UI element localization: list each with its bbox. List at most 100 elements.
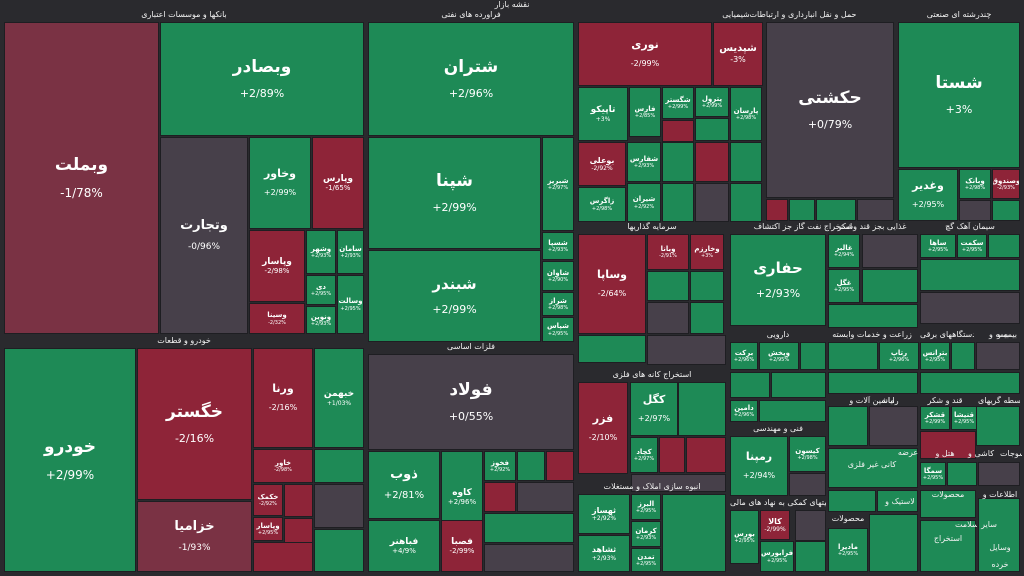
stock-tile[interactable]: شستا +3%: [898, 22, 1020, 168]
heatmap-cell[interactable]: [484, 513, 574, 543]
stock-tile[interactable]: کیسون +2/98%: [789, 436, 826, 472]
stock-tile[interactable]: ورنا -2/16%: [253, 348, 313, 448]
heatmap-cell[interactable]: [284, 518, 313, 546]
heatmap-cell[interactable]: [690, 302, 724, 334]
heatmap-cell[interactable]: [920, 372, 1020, 394]
stock-tile[interactable]: سامان +2/93%: [337, 230, 364, 274]
heatmap-cell[interactable]: [484, 482, 516, 512]
stock-tile[interactable]: حفاری +2/93%: [730, 234, 826, 326]
stock-tile[interactable]: وخاور +2/99%: [249, 137, 311, 229]
stock-tile[interactable]: پارسان +2/98%: [730, 87, 762, 141]
heatmap-cell[interactable]: [647, 271, 689, 301]
heatmap-cell[interactable]: [857, 199, 894, 221]
heatmap-cell[interactable]: [314, 449, 364, 483]
heatmap-cell[interactable]: [759, 400, 826, 422]
stock-tile[interactable]: کرمان +2/93%: [631, 521, 661, 547]
heatmap-cell[interactable]: [695, 118, 729, 141]
stock-tile[interactable]: ساها +2/95%: [920, 234, 956, 258]
heatmap-cell[interactable]: [978, 498, 1020, 572]
heatmap-cell[interactable]: [546, 451, 574, 481]
stock-tile[interactable]: وخارزم +3%: [690, 234, 724, 270]
stock-tile[interactable]: وبانا -2/91%: [647, 234, 689, 270]
stock-tile[interactable]: رتاپ +2/96%: [879, 342, 919, 370]
stock-tile[interactable]: نوری -2/99%: [578, 22, 712, 86]
heatmap-cell[interactable]: [976, 342, 1020, 370]
heatmap-cell[interactable]: [862, 234, 918, 268]
stock-tile[interactable]: البرز +2/95%: [631, 494, 661, 520]
heatmap-cell[interactable]: [828, 490, 876, 512]
stock-tile[interactable]: فصبا -2/99%: [441, 520, 483, 572]
heatmap-cell[interactable]: [951, 342, 975, 370]
stock-tile[interactable]: حکشتی +0/79%: [766, 22, 894, 198]
stock-tile[interactable]: ذوب +2/81%: [368, 451, 440, 519]
stock-tile[interactable]: ثشاهد +2/93%: [578, 535, 630, 572]
heatmap-cell[interactable]: [877, 490, 918, 512]
stock-tile[interactable]: تاپیکو +3%: [578, 87, 628, 141]
stock-tile[interactable]: شسپا +2/93%: [542, 232, 574, 260]
stock-tile[interactable]: دامین +2/96%: [730, 400, 758, 422]
stock-tile[interactable]: بورس +2/95%: [730, 510, 759, 564]
heatmap-cell[interactable]: [920, 259, 1020, 291]
stock-tile[interactable]: وسینا -2/32%: [249, 303, 305, 334]
heatmap-cell[interactable]: [800, 342, 826, 370]
stock-tile[interactable]: شپدیس -3%: [713, 22, 763, 86]
heatmap-cell[interactable]: [314, 529, 364, 572]
stock-tile[interactable]: شپنا +2/99%: [368, 137, 541, 249]
stock-tile[interactable]: تمدن +2/95%: [631, 548, 661, 572]
stock-tile[interactable]: خگستر -2/16%: [137, 348, 252, 500]
heatmap-cell[interactable]: [795, 541, 826, 572]
heatmap-cell[interactable]: [484, 544, 574, 572]
heatmap-cell[interactable]: [828, 342, 878, 370]
stock-tile[interactable]: خکمک -2/92%: [253, 484, 283, 516]
heatmap-cell[interactable]: [795, 510, 826, 541]
stock-tile[interactable]: شاوان +2/90%: [542, 261, 574, 291]
stock-tile[interactable]: فارس +2/85%: [629, 87, 661, 137]
stock-tile[interactable]: خزامیا -1/93%: [137, 501, 252, 572]
stock-tile[interactable]: قشکر +2/99%: [920, 406, 950, 430]
heatmap-cell[interactable]: [662, 494, 726, 572]
stock-tile[interactable]: ماديرا +2/95%: [828, 528, 868, 572]
heatmap-cell[interactable]: [631, 474, 726, 492]
heatmap-cell[interactable]: [920, 490, 976, 518]
stock-tile[interactable]: ونوین +2/93%: [306, 306, 336, 334]
stock-tile[interactable]: وپاسار +2/95%: [253, 517, 283, 541]
heatmap-cell[interactable]: [695, 183, 729, 222]
heatmap-cell[interactable]: [730, 142, 762, 182]
heatmap-cell[interactable]: [869, 514, 918, 572]
heatmap-cell[interactable]: [959, 200, 991, 221]
heatmap-cell[interactable]: [869, 406, 918, 446]
stock-tile[interactable]: رمپنا +2/94%: [730, 436, 788, 496]
stock-tile[interactable]: کگل +2/97%: [630, 382, 678, 436]
heatmap-cell[interactable]: [828, 448, 918, 488]
stock-tile[interactable]: شبندر +2/99%: [368, 250, 541, 342]
heatmap-cell[interactable]: [947, 462, 977, 486]
heatmap-cell[interactable]: [647, 302, 689, 334]
heatmap-cell[interactable]: [517, 482, 574, 512]
stock-tile[interactable]: زاگرس +2/98%: [578, 187, 626, 222]
heatmap-cell[interactable]: [789, 199, 815, 221]
stock-tile[interactable]: شپاس +2/95%: [542, 317, 574, 342]
heatmap-cell[interactable]: [678, 382, 726, 436]
stock-tile[interactable]: وشهر +2/93%: [306, 230, 336, 274]
stock-tile[interactable]: شبریز +2/97%: [542, 137, 574, 231]
heatmap-cell[interactable]: [730, 183, 762, 222]
stock-tile[interactable]: ثهساز +2/92%: [578, 494, 630, 534]
stock-tile[interactable]: فولاد +0/55%: [368, 354, 574, 450]
stock-tile[interactable]: وپارس -1/65%: [312, 137, 364, 229]
stock-tile[interactable]: سکمت +2/95%: [957, 234, 987, 258]
heatmap-cell[interactable]: [828, 406, 868, 446]
heatmap-cell[interactable]: [662, 183, 694, 222]
stock-tile[interactable]: پترول +2/99%: [695, 87, 729, 117]
stock-tile[interactable]: دی +2/95%: [306, 275, 336, 305]
stock-tile[interactable]: فباهنر +4/9%: [368, 520, 440, 572]
heatmap-cell[interactable]: [920, 292, 1020, 324]
heatmap-cell[interactable]: [662, 120, 694, 142]
stock-tile[interactable]: فخوز +2/92%: [484, 451, 516, 481]
heatmap-cell[interactable]: [862, 269, 918, 303]
stock-tile[interactable]: خبهمن +1/03%: [314, 348, 364, 448]
heatmap-cell[interactable]: [662, 142, 694, 182]
stock-tile[interactable]: وسالت +2/95%: [337, 275, 364, 334]
heatmap-cell[interactable]: [647, 335, 726, 365]
stock-tile[interactable]: کچاد +2/97%: [630, 437, 658, 473]
stock-tile[interactable]: وبملت -1/78%: [4, 22, 159, 334]
